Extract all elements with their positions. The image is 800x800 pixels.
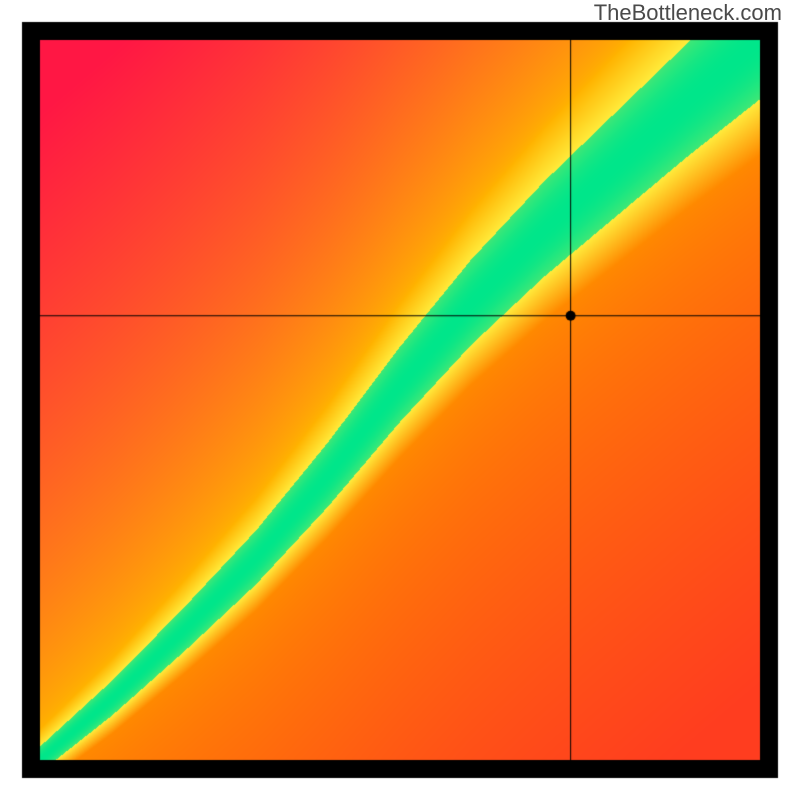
watermark-text: TheBottleneck.com [594, 0, 782, 26]
heatmap-canvas [0, 0, 800, 800]
chart-container: TheBottleneck.com [0, 0, 800, 800]
